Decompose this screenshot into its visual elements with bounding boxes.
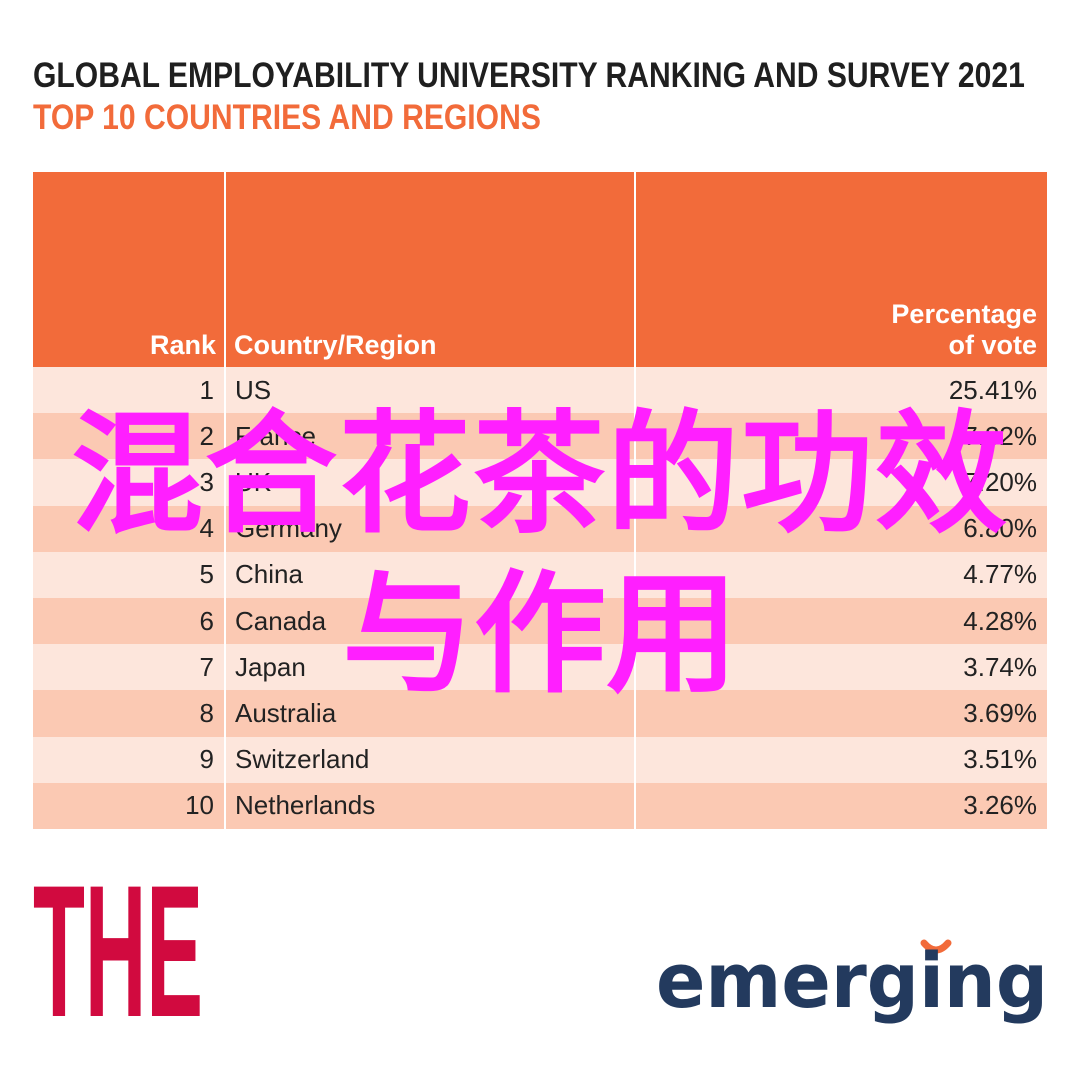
table-row: 1 US 25.41% (33, 367, 1047, 414)
header-percentage: Percentage of vote (636, 172, 1047, 367)
emerging-smile-icon (920, 939, 952, 954)
rank-cell: 3 (33, 459, 226, 506)
country-cell: Japan (226, 644, 636, 691)
rank-cell: 4 (33, 505, 226, 552)
percentage-cell: 3.69% (963, 697, 1037, 728)
percentage-cell: 25.41% (948, 374, 1037, 405)
rank-cell: 5 (33, 551, 226, 598)
percentage-cell: 4.77% (963, 559, 1037, 590)
emerging-logo: emerging (656, 936, 1048, 1025)
rank-cell: 10 (33, 782, 226, 829)
rank-cell: 9 (33, 736, 226, 783)
header-rank-label: Rank (149, 330, 216, 360)
chart-title: GLOBAL EMPLOYABILITY UNIVERSITY RANKING … (33, 56, 1025, 95)
percentage-cell: 3.51% (963, 744, 1037, 775)
table-row: 2 France 7.32% (33, 413, 1047, 460)
percentage-cell: 6.80% (963, 513, 1037, 544)
table-body: 1 US 25.41% 2 France 7.32% 3 UK 7.20% 4 Germany 6.8… (33, 367, 1047, 829)
rank-cell: 1 (33, 367, 226, 414)
country-cell: Australia (226, 690, 636, 737)
rank-cell: 2 (33, 413, 226, 460)
percentage-cell: 3.26% (963, 790, 1037, 821)
country-cell: Canada (226, 597, 636, 645)
header-country-label: Country/Region (234, 330, 437, 360)
country-cell: Switzerland (226, 736, 636, 783)
country-cell: France (226, 413, 636, 460)
rank-cell: 6 (33, 597, 226, 645)
country-cell: UK (226, 459, 636, 506)
country-cell: Netherlands (226, 782, 636, 829)
table-row: 6 Canada 4.28% (33, 597, 1047, 645)
country-cell: Germany (226, 505, 636, 552)
country-cell: US (226, 367, 636, 414)
table-row: 3 UK 7.20% (33, 459, 1047, 506)
chart-subtitle: TOP 10 COUNTRIES AND REGIONS (33, 98, 541, 137)
percentage-cell: 7.20% (963, 466, 1037, 497)
table-row: 8 Australia 3.69% (33, 690, 1047, 737)
emerging-logo-text: emerging (656, 936, 1048, 1025)
table-row: 9 Switzerland 3.51% (33, 736, 1047, 783)
table-row: 5 China 4.77% (33, 551, 1047, 598)
table-row: 10 Netherlands 3.26% (33, 782, 1047, 829)
percentage-cell: 3.74% (963, 651, 1037, 682)
rank-cell: 8 (33, 690, 226, 737)
rank-cell: 7 (33, 644, 226, 691)
percentage-cell: 4.28% (963, 605, 1037, 636)
header-rank: Rank (33, 172, 226, 367)
table-header: Rank Country/Region Percentage of vote (33, 172, 1047, 367)
header-country: Country/Region (226, 172, 636, 367)
table-row: 4 Germany 6.80% (33, 505, 1047, 552)
header-percentage-label: Percentage of vote (891, 299, 1037, 360)
table-row: 7 Japan 3.74% (33, 644, 1047, 691)
percentage-cell: 7.32% (963, 420, 1037, 451)
the-logo-text: THE (33, 878, 203, 1020)
country-cell: China (226, 551, 636, 598)
ranking-table: Rank Country/Region Percentage of vote 1… (33, 172, 1047, 829)
the-logo: THE (33, 878, 203, 1020)
